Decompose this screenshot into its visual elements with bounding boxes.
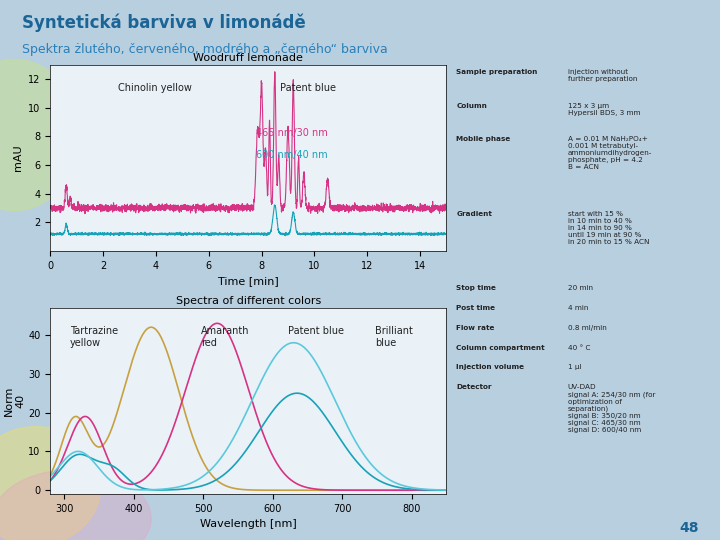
- X-axis label: Wavelength [nm]: Wavelength [nm]: [200, 519, 297, 529]
- Text: 465 nm/30 nm: 465 nm/30 nm: [256, 127, 328, 138]
- Text: start with 15 %
in 10 min to 40 %
in 14 min to 90 %
until 19 min at 90 %
in 20 m: start with 15 % in 10 min to 40 % in 14 …: [567, 211, 649, 245]
- Text: 600 nm/40 nm: 600 nm/40 nm: [256, 150, 328, 160]
- Text: Sample preparation: Sample preparation: [456, 69, 538, 75]
- Text: Syntetická barviva v limonádě: Syntetická barviva v limonádě: [22, 14, 305, 32]
- Text: Column compartment: Column compartment: [456, 345, 545, 350]
- Text: Brilliant
blue: Brilliant blue: [375, 326, 413, 348]
- Y-axis label: mAU: mAU: [13, 145, 23, 171]
- Ellipse shape: [0, 470, 151, 540]
- Title: Woodruff lemonade: Woodruff lemonade: [194, 52, 303, 63]
- Text: Column: Column: [456, 103, 487, 109]
- Y-axis label: Norm
40: Norm 40: [4, 386, 25, 416]
- Text: Flow rate: Flow rate: [456, 325, 495, 331]
- Text: Chinolin yellow: Chinolin yellow: [118, 83, 192, 93]
- Text: Post time: Post time: [456, 305, 495, 311]
- Text: 48: 48: [679, 521, 698, 535]
- Text: Patent blue: Patent blue: [280, 83, 336, 93]
- Text: injection without
further preparation: injection without further preparation: [567, 69, 637, 82]
- Text: Stop time: Stop time: [456, 286, 496, 292]
- Text: Spektra żlutého, červeného, modrého a „černého“ barviva: Spektra żlutého, červeného, modrého a „č…: [22, 43, 387, 56]
- Text: 40 ° C: 40 ° C: [567, 345, 590, 350]
- Text: Gradient: Gradient: [456, 211, 492, 217]
- Text: UV-DAD
signal A: 254/30 nm (for
optimization of
separation)
signal B: 350/20 nm
: UV-DAD signal A: 254/30 nm (for optimiza…: [567, 384, 655, 433]
- Text: 1 μl: 1 μl: [567, 364, 581, 370]
- Text: 20 min: 20 min: [567, 286, 593, 292]
- Text: Patent blue: Patent blue: [288, 326, 344, 336]
- Title: Spectra of different colors: Spectra of different colors: [176, 295, 321, 306]
- X-axis label: Time [min]: Time [min]: [218, 276, 279, 286]
- Ellipse shape: [0, 427, 101, 540]
- Ellipse shape: [0, 59, 79, 211]
- Text: Detector: Detector: [456, 384, 492, 390]
- Text: Amaranth
red: Amaranth red: [201, 326, 249, 348]
- Text: A = 0.01 M NaH₂PO₄+
0.001 M tetrabutyl-
ammoniumdihydrogen-
phosphate, pH = 4.2
: A = 0.01 M NaH₂PO₄+ 0.001 M tetrabutyl- …: [567, 136, 652, 170]
- Text: 0.8 ml/min: 0.8 ml/min: [567, 325, 606, 331]
- Text: 125 x 3 μm
Hypersil BDS, 3 mm: 125 x 3 μm Hypersil BDS, 3 mm: [567, 103, 640, 116]
- Text: Mobile phase: Mobile phase: [456, 136, 510, 142]
- Text: Tartrazine
yellow: Tartrazine yellow: [71, 326, 118, 348]
- Text: 4 min: 4 min: [567, 305, 588, 311]
- Text: Injection volume: Injection volume: [456, 364, 524, 370]
